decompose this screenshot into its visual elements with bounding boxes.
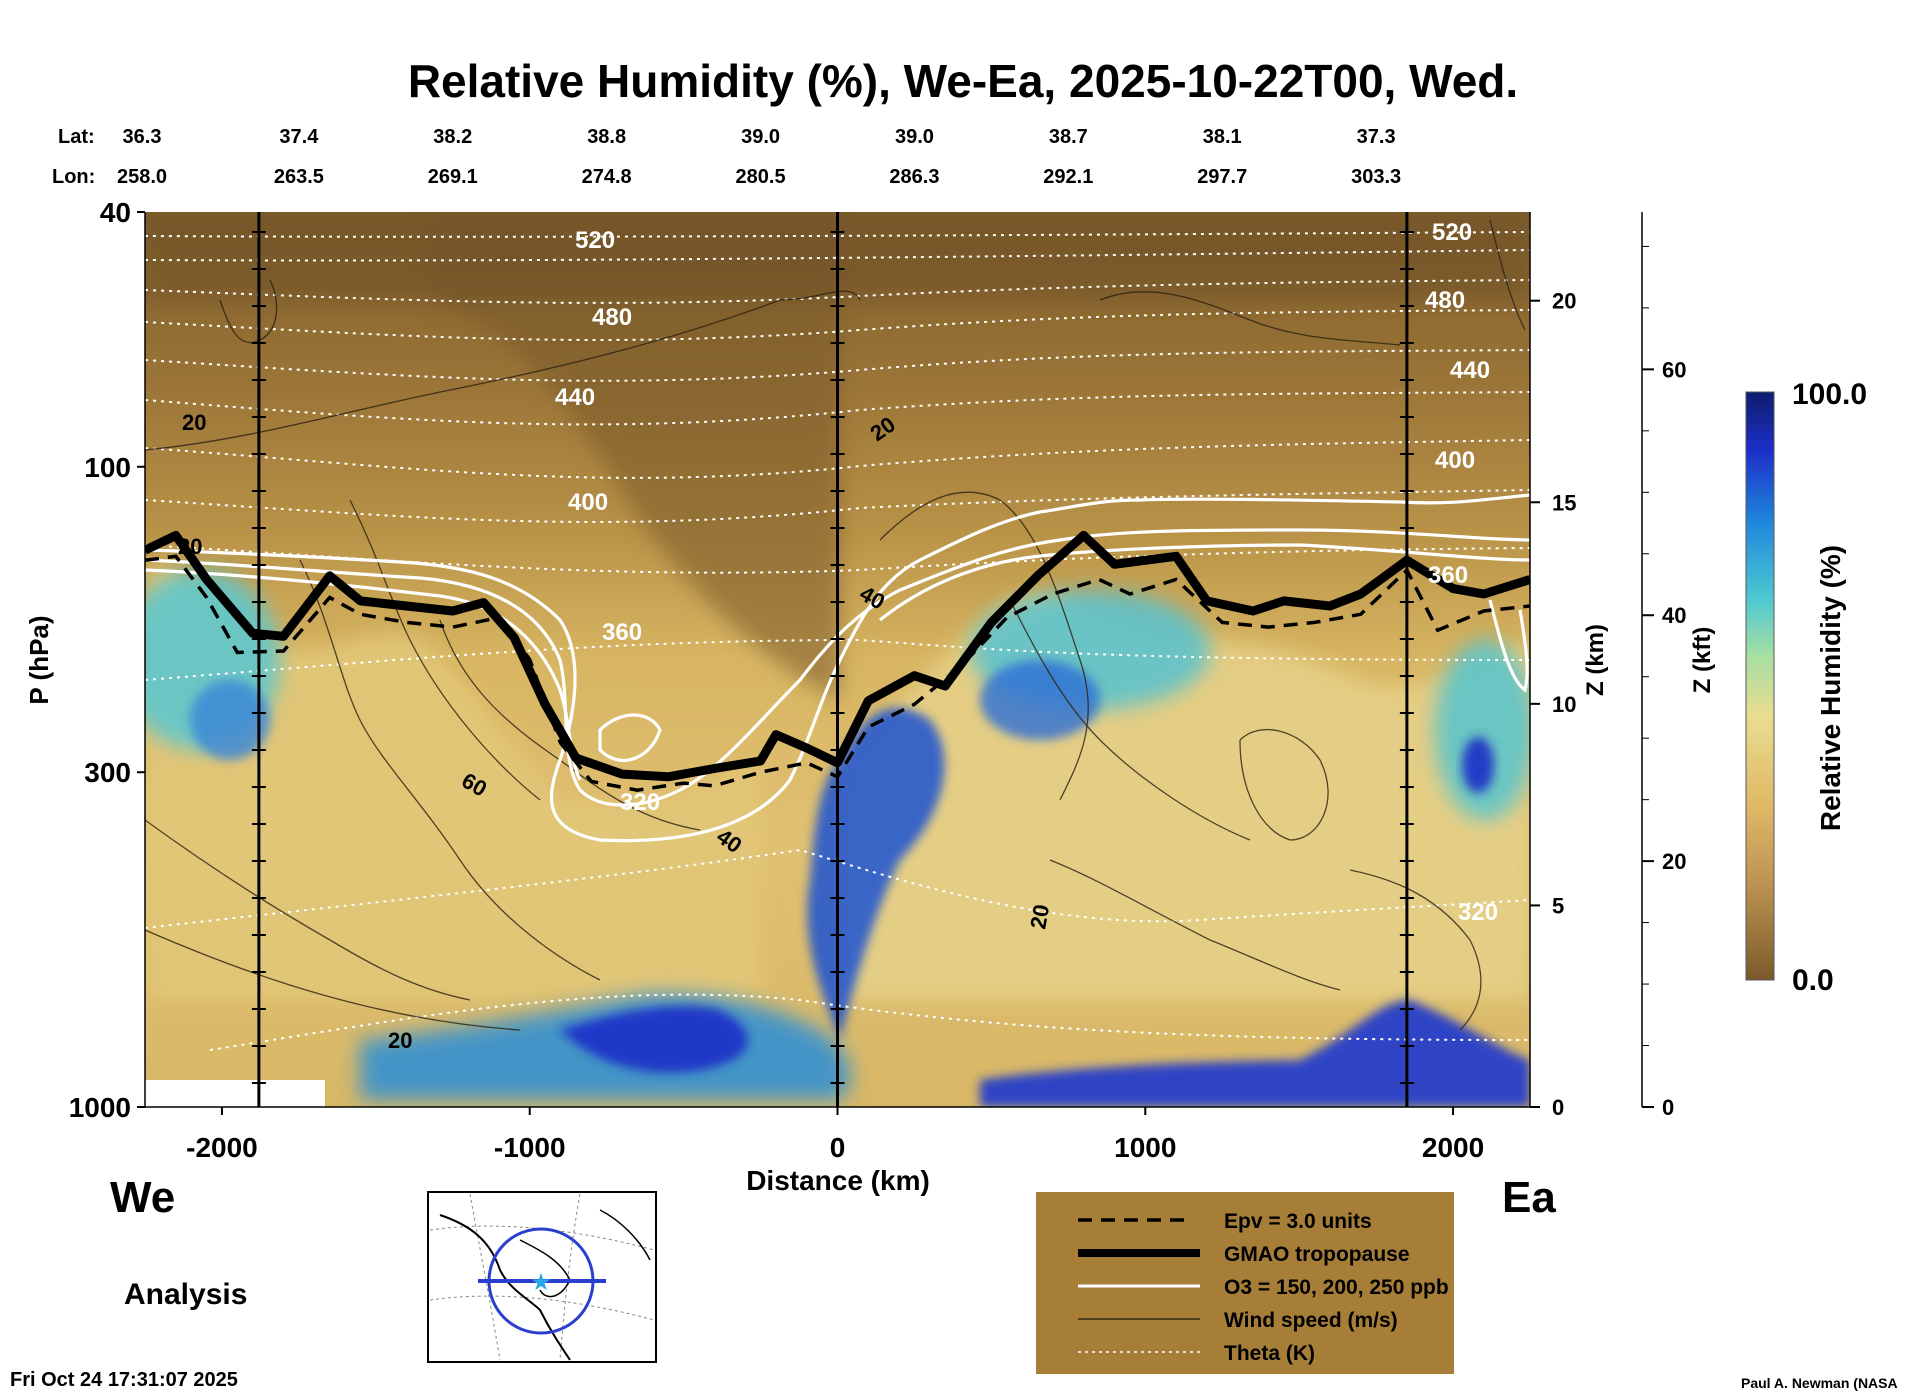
y-axis-label: P (hPa): [24, 615, 54, 704]
timestamp: Fri Oct 24 17:31:07 2025: [10, 1369, 238, 1391]
z-km-tick-label: 10: [1552, 692, 1576, 717]
legend-background: [1036, 1192, 1454, 1374]
z-km-tick-label: 15: [1552, 490, 1576, 515]
moist-region-left: [145, 560, 760, 1000]
x-tick-label: 0: [830, 1132, 846, 1163]
theta-label: 440: [555, 384, 595, 411]
surface-mask: [145, 1080, 325, 1107]
theta-labels: 520 480 440 400 360 320 360 320 400 440 …: [555, 219, 1498, 926]
legend-label-tropopause: GMAO tropopause: [1224, 1243, 1410, 1266]
boundary-layer-core-left: [560, 1006, 748, 1073]
theta-label: 480: [1425, 287, 1465, 314]
humid-patch: [1462, 737, 1494, 793]
station-lon: 292.1: [1043, 166, 1093, 188]
station-lat: 38.7: [1049, 126, 1088, 148]
station-lon: 297.7: [1197, 166, 1247, 188]
humidity-field: [145, 212, 1530, 1107]
station-lon: 286.3: [889, 166, 939, 188]
map-center-star-icon: ★: [530, 1268, 552, 1296]
station-lon: 258.0: [117, 166, 167, 188]
boundary-layer-moist-right: [980, 1000, 1530, 1107]
station-lat: 37.3: [1357, 126, 1396, 148]
colorbar-min: 0.0: [1792, 964, 1834, 997]
section-markers: [251, 212, 1414, 1107]
x-axis-label: Distance (km): [746, 1165, 930, 1196]
station-lat: 38.8: [587, 126, 626, 148]
legend-label-theta: Theta (K): [1224, 1342, 1315, 1365]
west-end-label: We: [110, 1173, 175, 1222]
station-lon: 274.8: [582, 166, 632, 188]
x-tick-label: -1000: [494, 1132, 566, 1163]
theta-label: 520: [1432, 219, 1472, 246]
x-tick-label: 2000: [1422, 1132, 1484, 1163]
lon-row-label: Lon:: [52, 166, 95, 188]
z-km-tick-label: 20: [1552, 289, 1576, 314]
theta-label: 320: [620, 789, 660, 816]
station-lat: 39.0: [741, 126, 780, 148]
station-lon: 269.1: [428, 166, 478, 188]
wind-label: 20: [182, 410, 206, 435]
station-lon: 280.5: [736, 166, 786, 188]
colorbar-max: 100.0: [1792, 378, 1867, 411]
dry-region-upper: [430, 212, 840, 700]
z-km-axis-label: Z (km): [1582, 624, 1609, 696]
theta-label: 360: [602, 619, 642, 646]
analysis-label: Analysis: [124, 1278, 247, 1311]
y-tick-label: 1000: [69, 1092, 131, 1123]
y-tick-label: 40: [100, 197, 131, 228]
y-tick-label: 300: [84, 757, 131, 788]
theta-label: 400: [568, 489, 608, 516]
station-lat: 38.1: [1203, 126, 1242, 148]
station-lat: 38.2: [433, 126, 472, 148]
theta-contours: [145, 231, 1530, 1051]
theta-label: 480: [592, 304, 632, 331]
x-tick-label: 1000: [1114, 1132, 1176, 1163]
station-coordinates: 36.3 258.0 37.4 263.5 38.2 269.1 38.8 274.8 39.0…: [117, 126, 1401, 188]
station-lat: 37.4: [279, 126, 319, 148]
legend-label-ozone: O3 = 150, 200, 250 ppb: [1224, 1276, 1449, 1299]
humid-patch: [190, 680, 270, 760]
wind-label: 20: [388, 1028, 412, 1053]
humid-patch: [1435, 640, 1530, 820]
z-km-tick-label: 5: [1552, 893, 1564, 918]
colorbar: [1745, 391, 1775, 981]
wind-speed-contours: [145, 219, 1526, 1031]
east-end-label: Ea: [1502, 1173, 1556, 1222]
legend-label-epv: Epv = 3.0 units: [1224, 1210, 1372, 1233]
z-kft-tick-label: 60: [1662, 357, 1686, 382]
theta-label: 440: [1450, 357, 1490, 384]
location-map-inset: ★: [427, 1191, 657, 1363]
tropopause-line: [145, 530, 1530, 782]
humid-patch: [980, 660, 1100, 740]
coastline: [439, 1214, 571, 1361]
colorbar-label: Relative Humidity (%): [1815, 545, 1846, 831]
station-lat: 39.0: [895, 126, 934, 148]
plot-axes: -2000 -1000 0 1000 2000 40 100 300 1000 20 15 10 5 0 6…: [69, 197, 1687, 1163]
theta-label: 360: [1428, 562, 1468, 589]
z-kft-axis-label: Z (kft): [1689, 627, 1716, 694]
x-tick-label: -2000: [186, 1132, 258, 1163]
station-lat: 36.3: [123, 126, 162, 148]
theta-label: 520: [575, 227, 615, 254]
z-km-tick-label: 0: [1552, 1095, 1564, 1120]
legend-label-wind: Wind speed (m/s): [1224, 1309, 1398, 1332]
theta-label: 400: [1435, 447, 1475, 474]
credit: Paul A. Newman (NASA: [1741, 1375, 1898, 1391]
station-lon: 303.3: [1351, 166, 1401, 188]
z-kft-tick-label: 20: [1662, 849, 1686, 874]
lat-row-label: Lat:: [58, 126, 95, 148]
y-tick-label: 100: [84, 452, 131, 483]
station-lon: 263.5: [274, 166, 324, 188]
z-kft-tick-label: 40: [1662, 603, 1686, 628]
legend: Epv = 3.0 units GMAO tropopause O3 = 150…: [1036, 1192, 1454, 1374]
chart-title: Relative Humidity (%), We-Ea, 2025-10-22…: [408, 55, 1518, 107]
wind-label: 20: [178, 534, 202, 559]
theta-label: 320: [1458, 899, 1498, 926]
moist-plume: [807, 708, 945, 1040]
z-kft-tick-label: 0: [1662, 1095, 1674, 1120]
wind-label: 20: [1025, 902, 1054, 930]
epv-line: [145, 554, 1530, 792]
